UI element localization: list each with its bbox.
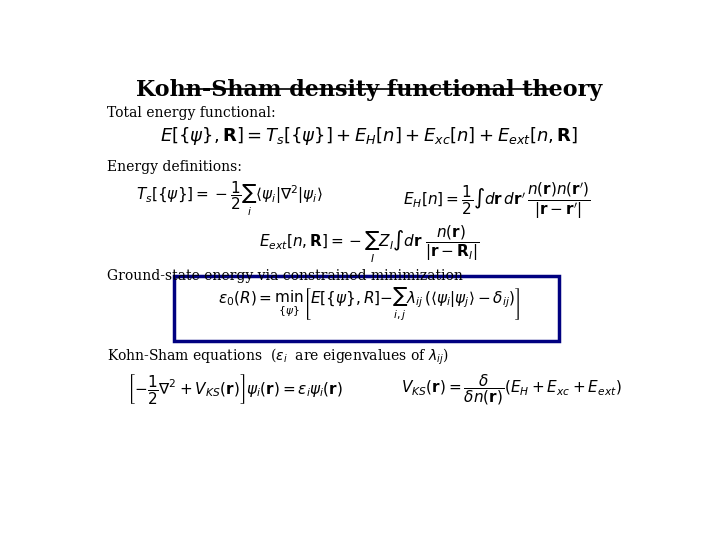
FancyBboxPatch shape xyxy=(174,275,559,341)
Text: Kohn-Sham density functional theory: Kohn-Sham density functional theory xyxy=(136,79,602,102)
Text: Total energy functional:: Total energy functional: xyxy=(107,106,275,120)
Text: $V_{KS}(\mathbf{r}) = \dfrac{\delta}{\delta n(\mathbf{r})} \left( E_H + E_{xc} +: $V_{KS}(\mathbf{r}) = \dfrac{\delta}{\de… xyxy=(401,373,621,407)
Text: $\varepsilon_0(R) = \min_{\{\psi\}} \left[ E[\{\psi\}, R] - \sum_{i,j} \lambda_{: $\varepsilon_0(R) = \min_{\{\psi\}} \lef… xyxy=(218,287,520,323)
Text: $E_{ext}[n, \mathbf{R}] = -\sum_I Z_I \int d\mathbf{r}\; \dfrac{n(\mathbf{r})}{|: $E_{ext}[n, \mathbf{R}] = -\sum_I Z_I \i… xyxy=(259,224,479,265)
Text: $T_s[\{\psi\}] = -\dfrac{1}{2}\sum_i \langle \psi_i | \nabla^2 | \psi_i \rangle$: $T_s[\{\psi\}] = -\dfrac{1}{2}\sum_i \la… xyxy=(136,180,323,219)
Text: $E[\{\psi\}, \mathbf{R}] = T_s[\{\psi\}] + E_{H}[n] + E_{xc}[n] + E_{ext}[n, \ma: $E[\{\psi\}, \mathbf{R}] = T_s[\{\psi\}]… xyxy=(160,125,578,147)
Text: Energy definitions:: Energy definitions: xyxy=(107,160,242,174)
Text: Ground-state energy via constrained minimization: Ground-state energy via constrained mini… xyxy=(107,268,463,282)
Text: $\left[ -\dfrac{1}{2}\nabla^2 + V_{KS}(\mathbf{r}) \right] \psi_i(\mathbf{r}) = : $\left[ -\dfrac{1}{2}\nabla^2 + V_{KS}(\… xyxy=(127,373,343,407)
Text: $E_{H}[n] = \dfrac{1}{2}\int d\mathbf{r}\, d\mathbf{r}'\, \dfrac{n(\mathbf{r})n(: $E_{H}[n] = \dfrac{1}{2}\int d\mathbf{r}… xyxy=(403,180,591,221)
Text: Kohn-Sham equations  ($\varepsilon_i$  are eigenvalues of $\lambda_{ij}$): Kohn-Sham equations ($\varepsilon_i$ are… xyxy=(107,347,449,367)
